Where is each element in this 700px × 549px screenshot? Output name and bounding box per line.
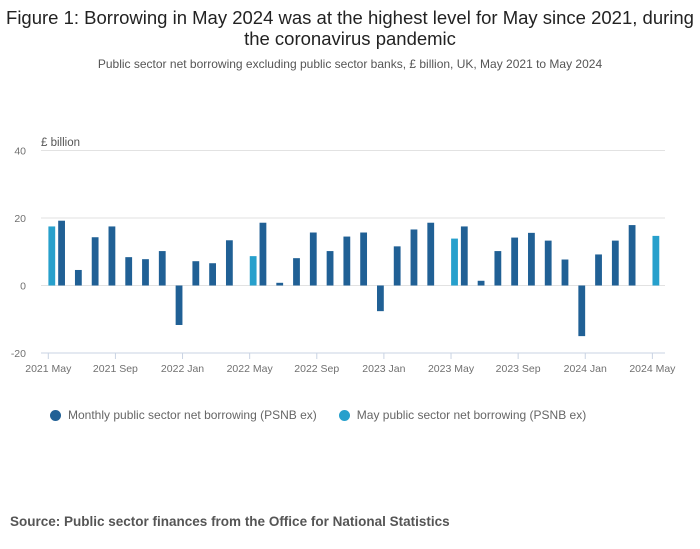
legend-label-monthly: Monthly public sector net borrowing (PSN… [68,408,317,422]
bar-monthly[interactable] [561,259,569,286]
bar-monthly[interactable] [125,257,133,286]
x-axis: 2021 May 2021 Sep 2022 Jan 2022 May 2022 Sep… [25,352,676,375]
bar-monthly[interactable] [511,237,519,286]
x-tick-label: 2024 May [629,363,676,375]
legend-swatch-monthly [50,409,61,421]
bar-monthly[interactable] [74,269,82,286]
y-tick-label: -20 [11,348,26,360]
legend: Monthly public sector net borrowing (PSN… [50,408,586,422]
bar-monthly[interactable] [58,220,65,286]
x-tick-label: 2024 Jan [564,363,607,375]
x-tick-label: 2023 May [428,363,475,375]
bar-may[interactable] [451,238,458,286]
bar-monthly[interactable] [377,285,384,312]
x-tick-label: 2022 Sep [294,363,339,375]
bar-monthly[interactable] [209,263,216,286]
bar-monthly[interactable] [595,254,602,286]
bar-monthly[interactable] [91,237,99,286]
bar-monthly[interactable] [276,282,284,286]
bar-monthly[interactable] [528,232,535,286]
bar-monthly[interactable] [393,246,401,286]
y-axis-ticks: 40 20 0 -20 [11,146,26,361]
y-tick-label: 20 [14,213,26,225]
y-axis-unit-label: £ billion [41,137,80,149]
x-tick-label: 2023 Sep [496,363,541,375]
bar-monthly[interactable] [410,229,418,286]
x-tick-label: 2023 Jan [362,363,405,375]
x-tick-label: 2021 Sep [93,363,138,375]
bar-may[interactable] [652,235,660,286]
bar-monthly[interactable] [326,251,334,286]
bars [48,220,660,337]
bar-monthly[interactable] [142,259,149,286]
bar-monthly[interactable] [175,285,183,325]
bar-monthly[interactable] [158,251,166,286]
x-tick-label: 2022 Jan [161,363,204,375]
bar-monthly[interactable] [192,261,200,286]
bar-may[interactable] [249,256,257,286]
bar-monthly[interactable] [360,232,368,286]
bar-monthly[interactable] [108,226,116,286]
bar-monthly[interactable] [293,258,300,286]
x-tick-label: 2022 May [227,363,274,375]
chart-subtitle: Public sector net borrowing excluding pu… [97,57,603,71]
bar-monthly[interactable] [259,222,267,286]
y-tick-label: 40 [14,146,26,158]
legend-item-may[interactable]: May public sector net borrowing (PSNB ex… [338,408,587,422]
legend-swatch-may [338,409,350,421]
bar-monthly[interactable] [460,226,468,286]
bar-monthly[interactable] [578,285,586,337]
bar-monthly[interactable] [225,240,233,286]
source-note: Source: Public sector finances from the … [10,514,450,529]
gridlines [41,150,665,286]
chart-title: Figure 1: Borrowing in May 2024 was at t… [6,7,694,49]
legend-item-monthly[interactable]: Monthly public sector net borrowing (PSN… [50,408,317,422]
bar-monthly[interactable] [309,232,317,286]
y-tick-label: 0 [20,281,26,293]
bar-may[interactable] [48,226,56,286]
bar-monthly[interactable] [477,280,485,286]
bar-monthly[interactable] [611,240,619,286]
bar-chart: 40 20 0 -20 £ billion 2021 May 2021 Sep 2022 … [11,137,676,375]
bar-monthly[interactable] [343,236,351,286]
bar-monthly[interactable] [494,251,502,286]
bar-monthly[interactable] [628,225,636,286]
bar-monthly[interactable] [544,240,552,286]
legend-label-may: May public sector net borrowing (PSNB ex… [356,408,587,422]
bar-monthly[interactable] [427,222,435,286]
x-tick-label: 2021 May [25,363,72,375]
